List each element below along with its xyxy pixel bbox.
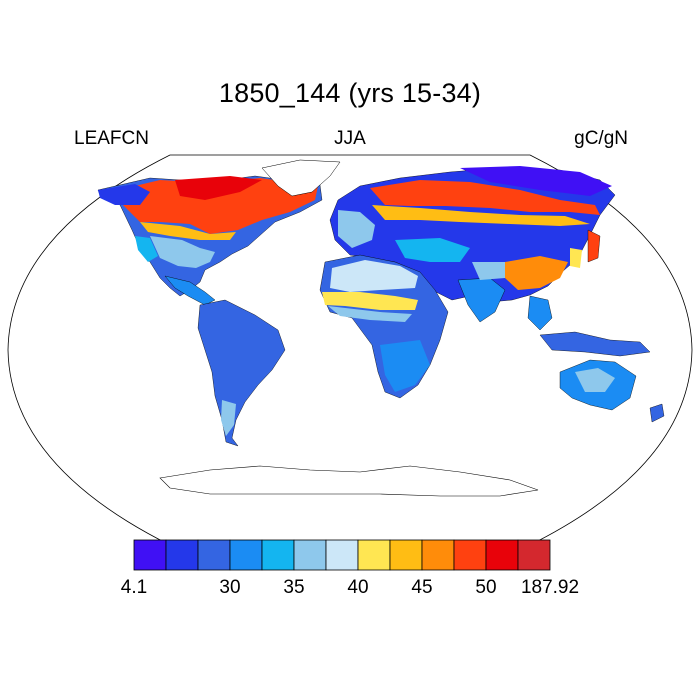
southeast-asia <box>527 295 553 331</box>
variable-label: LEAFCN <box>74 128 149 149</box>
colorbar-box-3 <box>229 539 263 571</box>
colorbar-box-9 <box>421 539 455 571</box>
colorbar-box-2 <box>197 539 231 571</box>
colorbar-tick-label-1: 30 <box>219 577 241 598</box>
colorbar-box-1 <box>165 539 199 571</box>
season-label: JJA <box>334 128 366 149</box>
colorbar-box-0 <box>133 539 167 571</box>
colorbar-boxes <box>133 539 551 571</box>
colorbar-box-8 <box>389 539 423 571</box>
map-title: 1850_144 (yrs 15-34) <box>218 78 482 108</box>
usa-west-cyan <box>135 236 158 262</box>
colorbar-tick-label-6: 187.92 <box>520 577 580 598</box>
patagonia-light <box>221 400 236 436</box>
china-orange <box>505 256 568 290</box>
korea-yellow <box>570 248 582 268</box>
colorbar-box-5 <box>293 539 327 571</box>
colorbar-tick-label-2: 35 <box>283 577 305 598</box>
canada-yellow-fringe <box>140 222 236 240</box>
colorbar-box-10 <box>453 539 487 571</box>
canada-arctic <box>175 176 262 200</box>
north-america <box>97 175 323 306</box>
colorbar-box-4 <box>261 539 295 571</box>
colorbar-box-12 <box>517 539 551 571</box>
colorbar-box-7 <box>357 539 391 571</box>
units-label: gC/gN <box>574 128 628 149</box>
tibet-light <box>472 262 505 280</box>
australia-light <box>575 368 615 392</box>
siberia-orange-band <box>372 205 590 226</box>
colorbar-tick-label-4: 45 <box>411 577 433 598</box>
africa <box>319 254 449 399</box>
usa-light <box>150 236 215 268</box>
colorbar-box-6 <box>325 539 359 571</box>
south-america <box>197 299 286 447</box>
colorbar-tick-label-0: 4.1 <box>120 577 148 598</box>
indonesia <box>539 331 651 357</box>
south-america-land <box>197 299 286 447</box>
antarctica <box>159 465 539 497</box>
canada-band <box>110 178 318 234</box>
australia <box>559 359 665 423</box>
eurasia <box>329 166 651 357</box>
greenland <box>261 159 341 197</box>
mexico <box>164 275 216 306</box>
sahara-white <box>330 260 418 292</box>
colorbar-tick-label-3: 40 <box>347 577 369 598</box>
siberia-red-band <box>370 180 600 215</box>
new-zealand <box>649 403 665 423</box>
southern-africa-blue <box>380 340 430 392</box>
alaska <box>98 184 150 205</box>
sahel-yellow <box>322 292 418 310</box>
colorbar-tick-label-5: 50 <box>475 577 497 598</box>
colorbar-box-11 <box>485 539 519 571</box>
japan <box>587 229 601 263</box>
central-asia-cyan <box>395 238 470 262</box>
europe-light <box>338 210 375 248</box>
east-siberia-blue <box>460 166 612 196</box>
sahel-light-fringe <box>328 306 412 322</box>
